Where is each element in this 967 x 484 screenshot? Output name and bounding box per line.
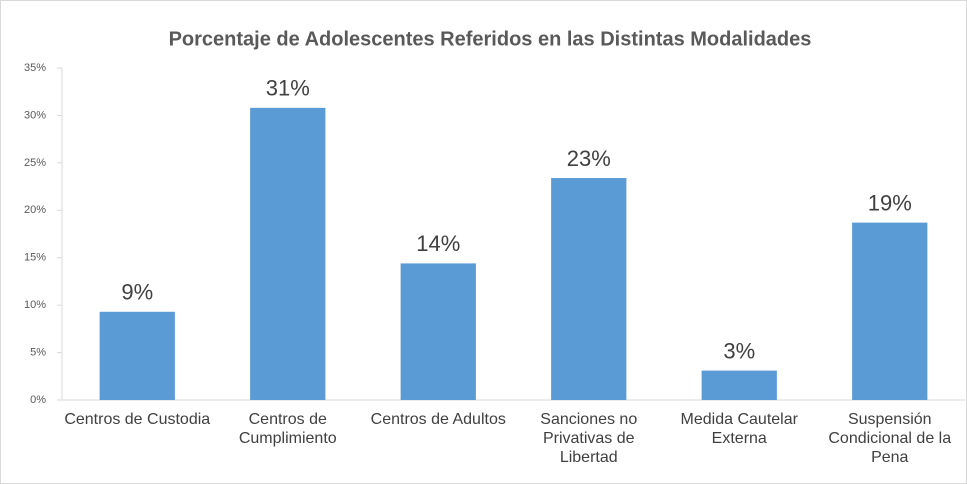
x-tick-wrap: Centros de Custodia [64, 411, 211, 428]
data-label: 23% [567, 146, 611, 171]
y-tick-label: 35% [24, 62, 46, 74]
bar [99, 311, 175, 400]
data-label: 9% [121, 280, 153, 305]
x-tick-wrap: Suspensión Condicional de la Pena [828, 411, 952, 466]
x-tick-wrap: Centros de Adultos [370, 411, 506, 428]
data-label: 31% [266, 76, 310, 101]
x-tick-label: Centros de Cumplimiento [238, 411, 337, 447]
x-tick-wrap: Centros de Cumplimiento [238, 411, 337, 447]
y-tick-label: 15% [24, 252, 46, 264]
x-tick-label: Suspensión Condicional de la Pena [828, 411, 952, 466]
bar [250, 107, 326, 400]
bar [400, 263, 476, 400]
y-tick-label: 20% [24, 204, 46, 216]
y-tick-label: 30% [24, 109, 46, 121]
y-tick-label: 10% [24, 299, 46, 311]
bar [852, 222, 928, 400]
x-tick-label: Centros de Adultos [370, 411, 506, 428]
data-label: 19% [868, 190, 912, 215]
y-tick-label: 5% [30, 346, 46, 358]
y-tick-label: 0% [30, 394, 46, 406]
data-label: 14% [416, 231, 460, 256]
y-tick-label: 25% [24, 157, 46, 169]
bar [551, 178, 627, 400]
x-tick-label: Medida Cautelar Externa [680, 411, 798, 447]
x-tick-label: Sanciones no Privativas de Libertad [540, 411, 638, 466]
x-tick-wrap: Medida Cautelar Externa [680, 411, 798, 447]
chart-title: Porcentaje de Adolescentes Referidos en … [169, 28, 812, 50]
data-label: 3% [723, 338, 755, 363]
bar [701, 370, 777, 400]
x-tick-label: Centros de Custodia [64, 411, 211, 428]
x-tick-wrap: Sanciones no Privativas de Libertad [540, 411, 638, 466]
